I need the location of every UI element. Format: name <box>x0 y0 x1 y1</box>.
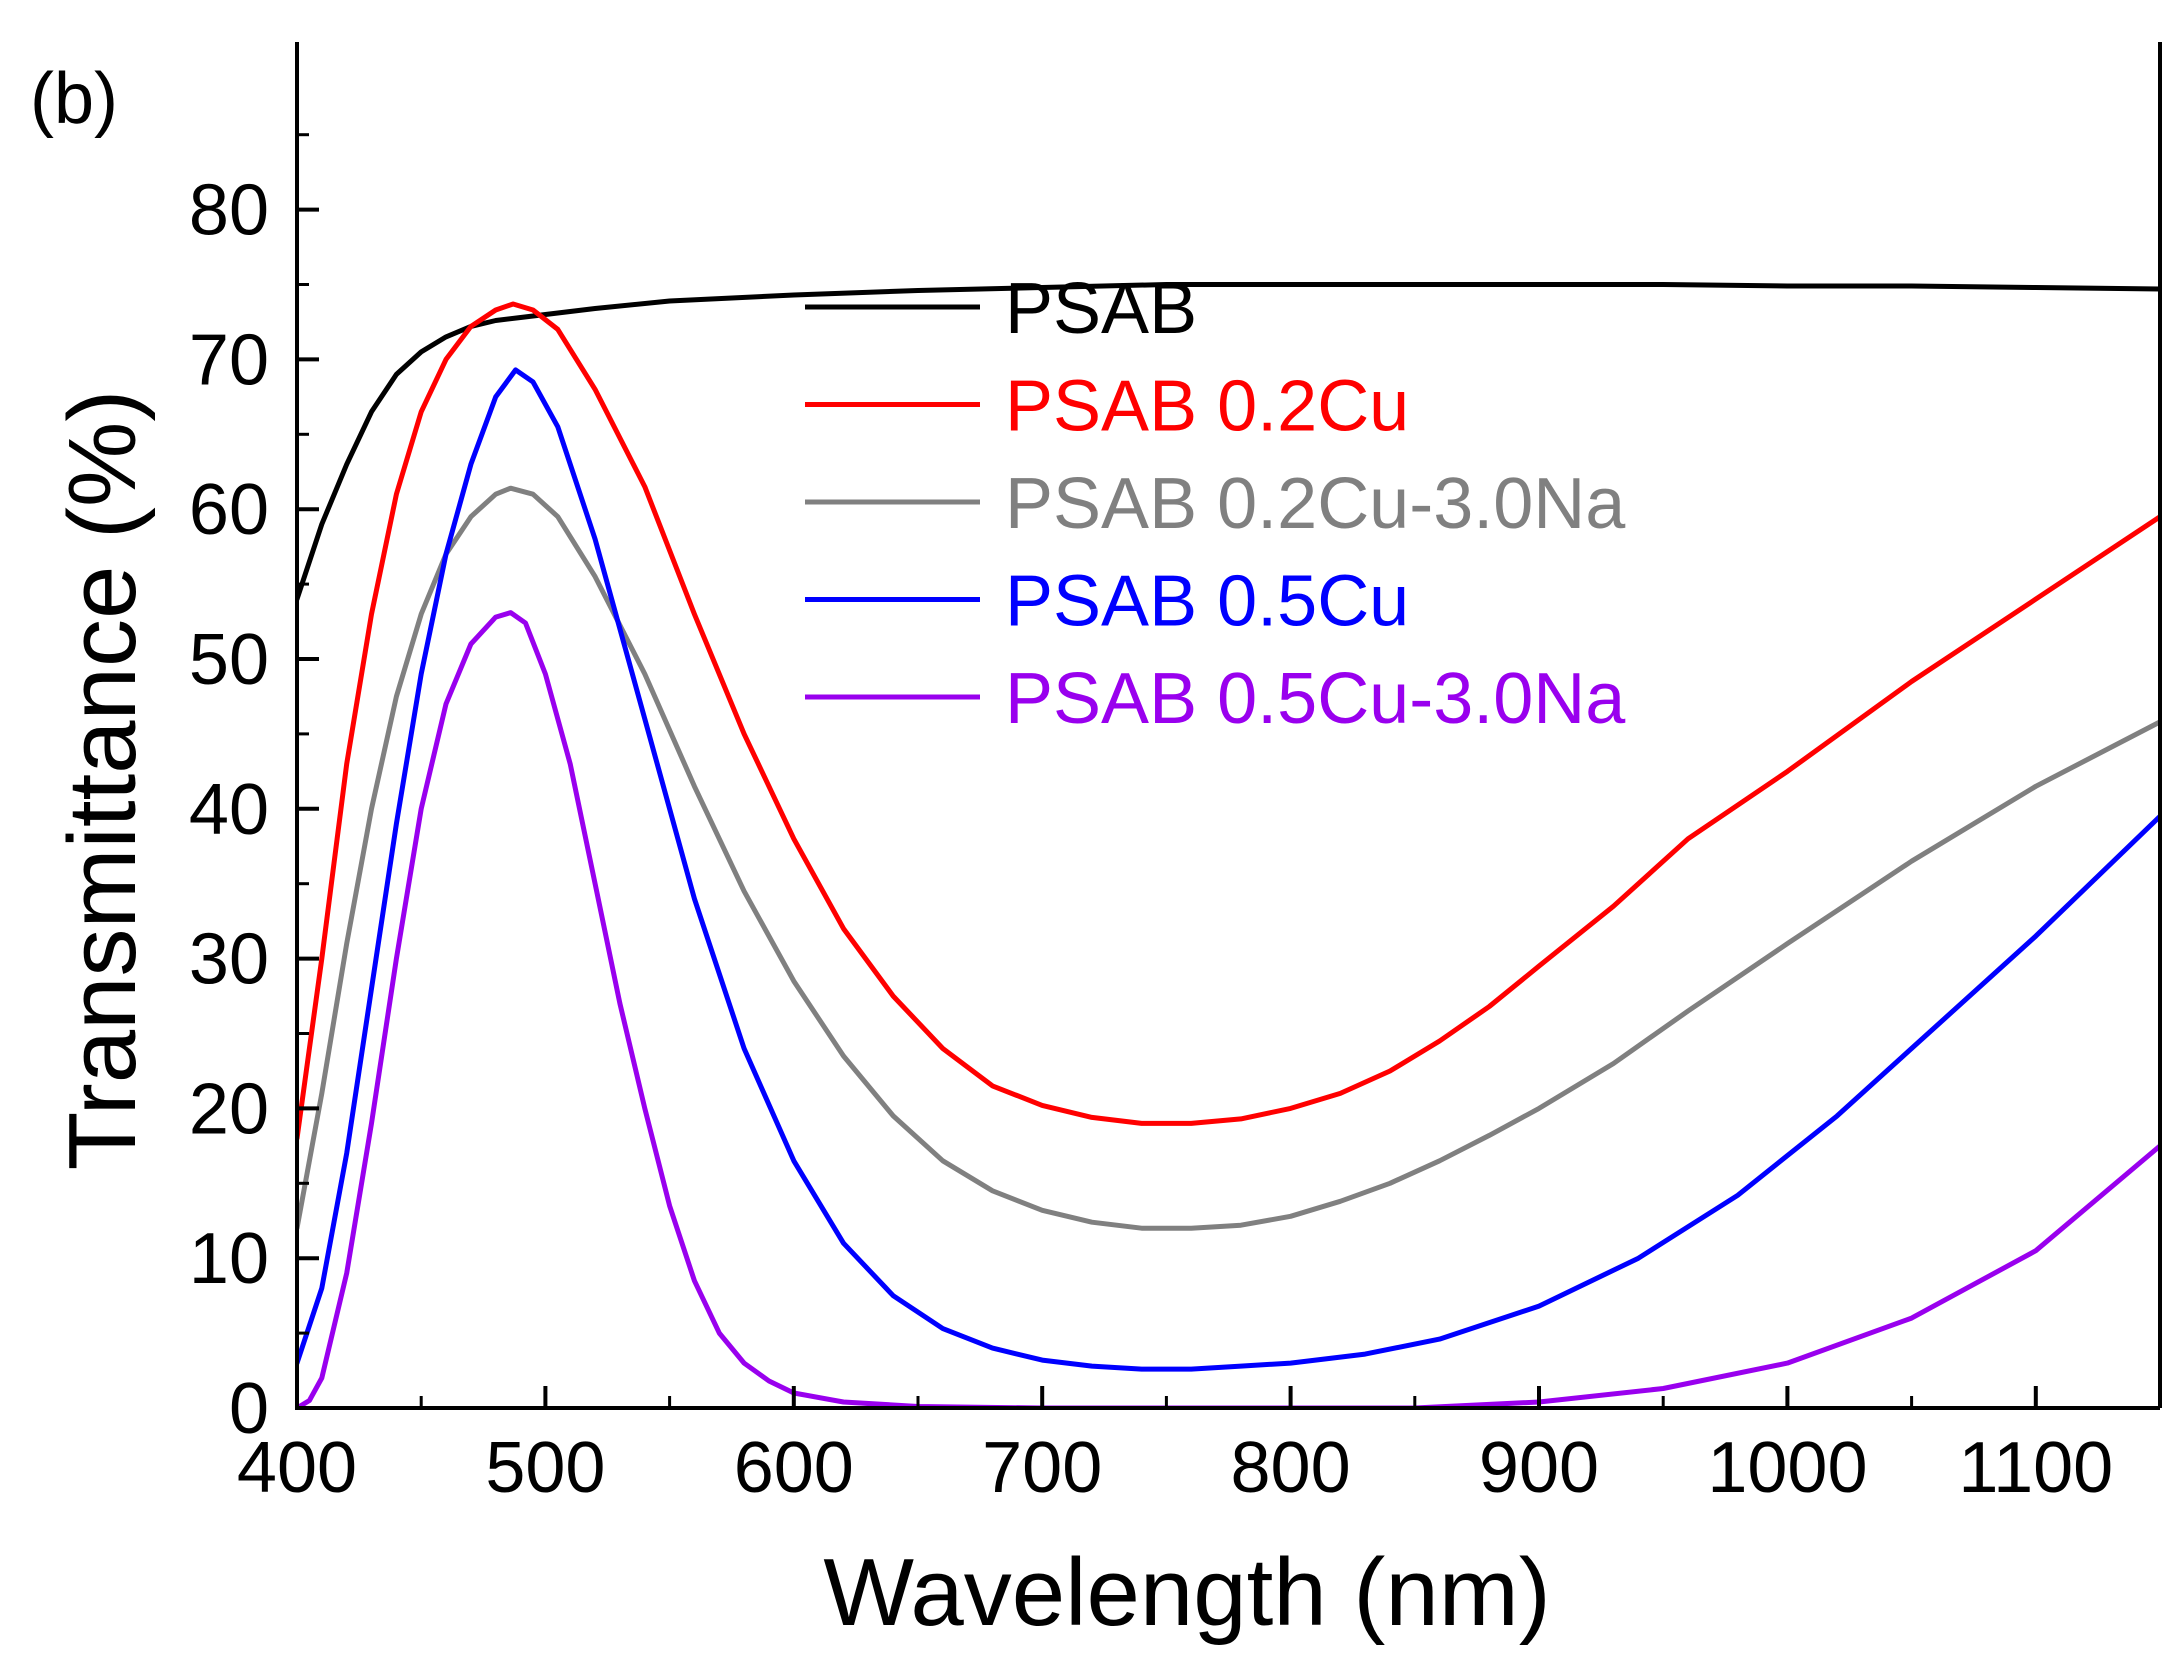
x-tick-label: 1100 <box>1958 1428 2113 1508</box>
ticks-layer: 400 500 600 700 800 900 1000 1100 0 10 20 30 40 50 60 7… <box>189 133 2113 1508</box>
axes-layer <box>295 42 2162 1410</box>
series-line-1 <box>297 282 2160 602</box>
x-tick-label: 400 <box>237 1428 357 1508</box>
panel-label: (b) <box>30 59 118 139</box>
legend-label-5: PSAB 0.5Cu-3.0Na <box>1005 659 1626 739</box>
y-tick-label: 80 <box>189 171 269 251</box>
legend-label-2: PSAB 0.2Cu <box>1005 367 1409 447</box>
x-tick-label: 800 <box>1231 1428 1351 1508</box>
y-tick-label: 70 <box>189 320 269 400</box>
y-axis-title: Transmittance (%) <box>49 390 156 1171</box>
y-tick-label: 10 <box>189 1219 269 1299</box>
legend-label-1: PSAB <box>1005 269 1197 349</box>
series-line-4 <box>297 367 2160 1372</box>
y-tick-label: 50 <box>189 620 269 700</box>
x-tick-label: 500 <box>485 1428 605 1508</box>
legend-label-4: PSAB 0.5Cu <box>1005 562 1409 642</box>
y-tick-label: 0 <box>229 1369 269 1449</box>
legend: PSAB PSAB 0.2Cu PSAB 0.2Cu-3.0Na PSAB 0.5Cu… <box>805 269 1626 739</box>
x-tick-label: 700 <box>982 1428 1102 1508</box>
x-tick-label: 1000 <box>1707 1428 1867 1508</box>
series-layer <box>297 282 2160 1408</box>
x-tick-label: 600 <box>734 1428 854 1508</box>
x-tick-label: 900 <box>1479 1428 1599 1508</box>
series-line-2 <box>297 301 2160 1141</box>
x-axis-title: Wavelength (nm) <box>823 1539 1550 1646</box>
y-tick-label: 40 <box>189 770 269 850</box>
legend-label-3: PSAB 0.2Cu-3.0Na <box>1005 464 1626 544</box>
y-tick-label: 20 <box>189 1069 269 1149</box>
y-tick-label: 60 <box>189 470 269 550</box>
y-tick-label: 30 <box>189 920 269 1000</box>
